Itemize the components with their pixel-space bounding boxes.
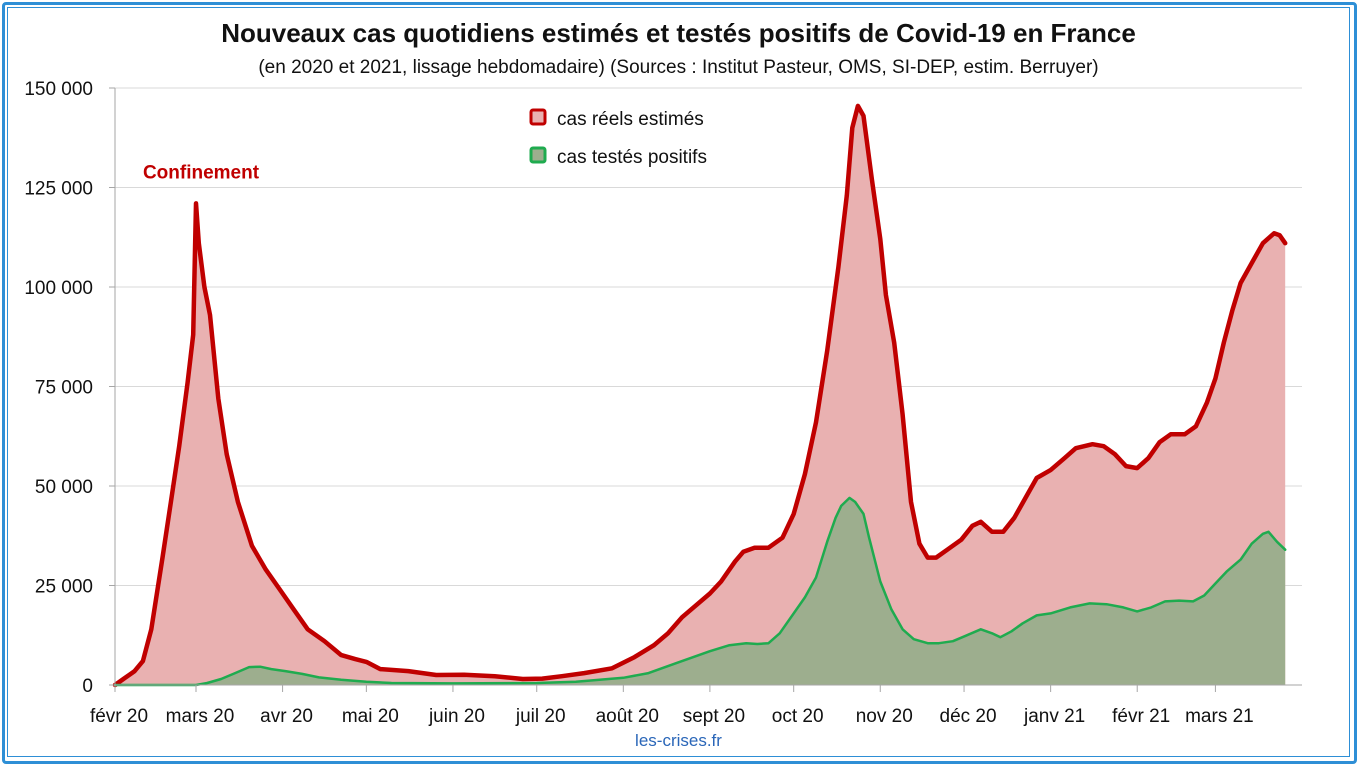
- legend-label: cas testés positifs: [557, 147, 707, 168]
- x-tick-label: mars 20: [166, 706, 235, 727]
- series-line-1: [112, 103, 1288, 688]
- y-tick-label: 125 000: [24, 179, 93, 200]
- legend-label: cas réels estimés: [557, 109, 704, 130]
- chart-subtitle: (en 2020 et 2021, lissage hebdomadaire) …: [258, 57, 1099, 78]
- annotation-label: Confinement: [143, 163, 260, 184]
- x-tick-label: oct 20: [772, 706, 824, 727]
- series-areas: [112, 103, 1288, 688]
- x-tick-label: nov 20: [856, 706, 913, 727]
- x-tick-label: janv 21: [1023, 706, 1085, 727]
- x-tick-label: mars 21: [1185, 706, 1254, 727]
- x-tick-label: sept 20: [683, 706, 745, 727]
- y-tick-label: 75 000: [35, 378, 93, 399]
- y-tick-label: 50 000: [35, 477, 93, 498]
- series-area-2: [115, 497, 1286, 685]
- y-tick-label: 0: [82, 676, 93, 697]
- y-tick-label: 100 000: [24, 278, 93, 299]
- x-tick-label: févr 20: [90, 706, 148, 727]
- y-tick-label: 25 000: [35, 577, 93, 598]
- y-tick-label: 150 000: [24, 79, 93, 100]
- x-tick-label: déc 20: [940, 706, 997, 727]
- source-label[interactable]: les-crises.fr: [635, 731, 722, 750]
- x-tick-label: août 20: [596, 706, 659, 727]
- legend-swatch: [529, 108, 547, 126]
- series-area-1: [115, 105, 1286, 685]
- x-tick-label: févr 21: [1112, 706, 1170, 727]
- chart-title: Nouveaux cas quotidiens estimés et testé…: [221, 18, 1136, 48]
- annotations: Confinement: [143, 163, 260, 184]
- series-line-2: [113, 496, 1287, 687]
- x-tick-label: juil 20: [515, 706, 566, 727]
- x-tick-label: mai 20: [342, 706, 399, 727]
- x-axis-ticks: févr 20 mars 20 avr 20 mai 20 juin 20 juil 20…: [90, 685, 1254, 727]
- y-axis-ticks: 0 25 000 50 000 75 000 100 000 125 000 150 000: [24, 79, 115, 697]
- x-tick-label: juin 20: [428, 706, 485, 727]
- x-tick-label: avr 20: [260, 706, 313, 727]
- legend-swatch: [529, 146, 547, 164]
- legend: cas réels estimés cas testés positifs: [529, 108, 707, 168]
